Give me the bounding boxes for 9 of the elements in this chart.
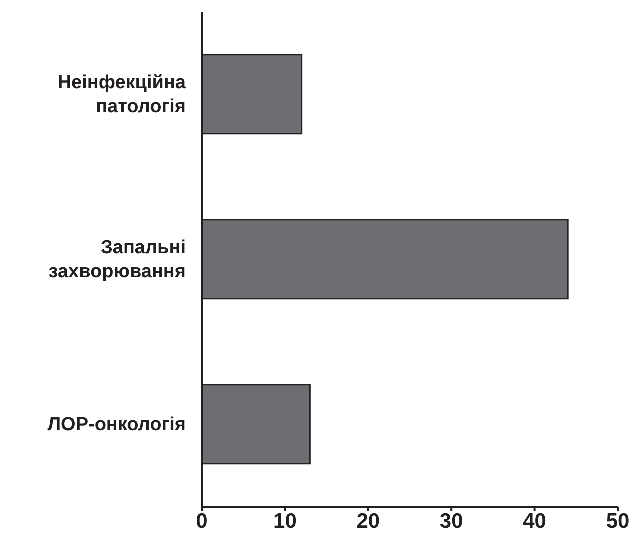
y-tick-label: Запальні захворювання [48,237,186,282]
x-tick-label: 40 [523,510,546,533]
x-tick-label: 0 [196,510,208,533]
x-tick-label: 50 [606,510,630,533]
y-tick-label: ЛОР-онкологія [48,414,186,435]
x-tick-label: 30 [440,510,464,533]
x-tick-label: 10 [274,510,297,533]
x-tick-label: 20 [356,510,380,533]
y-tick-label: Неінфекційна патологія [58,72,186,117]
